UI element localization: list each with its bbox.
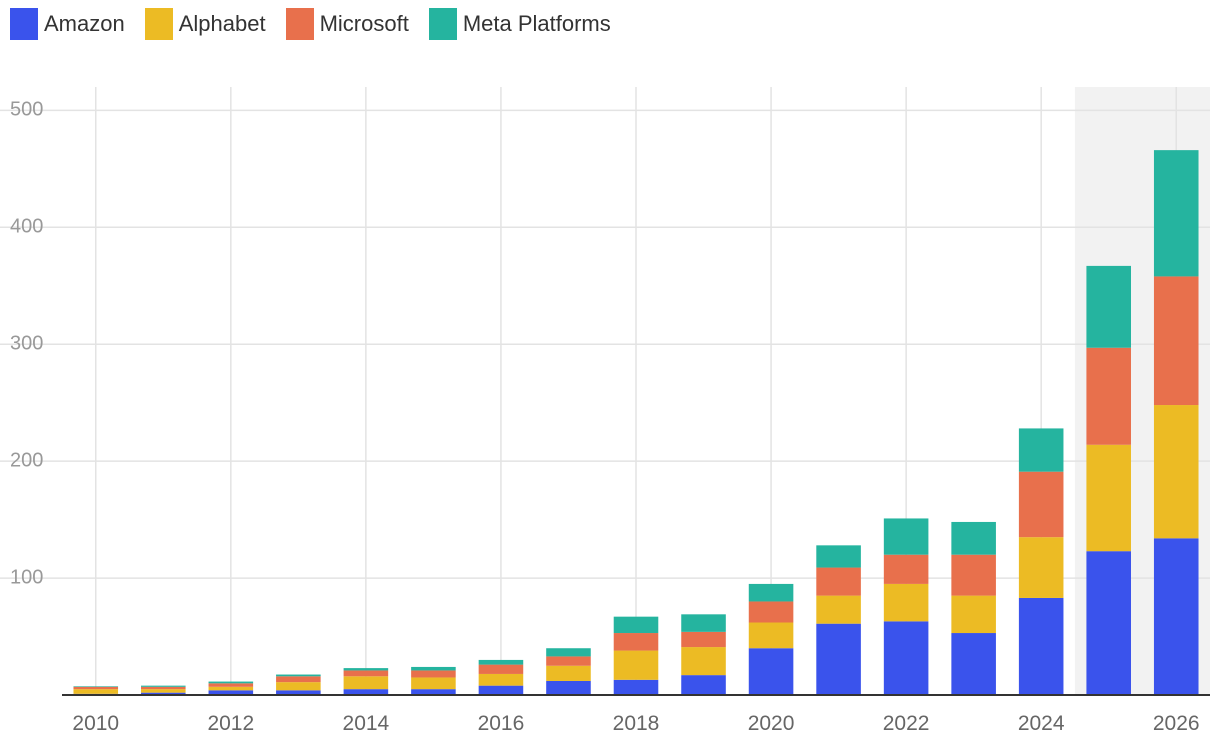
legend-item-meta-platforms[interactable]: Meta Platforms [428, 8, 611, 40]
x-tick-label: 2014 [343, 712, 390, 735]
x-tick-label: 2012 [207, 712, 254, 735]
bar-microsoft-2024[interactable] [1018, 471, 1064, 538]
bar-alphabet-2023[interactable] [951, 595, 996, 634]
y-tick-label: 400 [10, 216, 43, 238]
bar-meta-platforms-2012[interactable] [208, 681, 254, 684]
bar-meta-platforms-2026[interactable] [1153, 150, 1199, 277]
y-tick-label: 100 [10, 566, 43, 588]
bar-amazon-2025[interactable] [1086, 551, 1131, 695]
bar-amazon-2018[interactable] [613, 679, 659, 695]
bar-alphabet-2010[interactable] [73, 689, 119, 694]
legend-swatch [144, 8, 173, 40]
bar-microsoft-2015[interactable] [411, 670, 456, 678]
bar-amazon-2011[interactable] [141, 692, 186, 695]
bar-amazon-2020[interactable] [748, 648, 794, 695]
bar-microsoft-2020[interactable] [748, 601, 794, 623]
bar-alphabet-2017[interactable] [546, 665, 591, 681]
bar-amazon-2015[interactable] [411, 689, 456, 695]
bar-alphabet-2015[interactable] [411, 677, 456, 690]
bar-alphabet-2022[interactable] [883, 583, 929, 622]
bar-microsoft-2019[interactable] [681, 631, 726, 648]
bar-microsoft-2012[interactable] [208, 683, 254, 687]
legend-label: Amazon [44, 11, 125, 36]
bar-amazon-2024[interactable] [1018, 597, 1064, 695]
bar-microsoft-2013[interactable] [276, 676, 321, 683]
bar-alphabet-2013[interactable] [276, 682, 321, 691]
legend: Amazon Alphabet Microsoft Meta Platforms [10, 8, 631, 40]
y-tick-label: 500 [10, 99, 43, 121]
bar-alphabet-2021[interactable] [816, 595, 861, 624]
bar-amazon-2016[interactable] [478, 685, 524, 695]
bar-amazon-2017[interactable] [546, 680, 591, 695]
bar-microsoft-2025[interactable] [1086, 347, 1131, 445]
bar-microsoft-2016[interactable] [478, 664, 524, 674]
bar-meta-platforms-2020[interactable] [748, 583, 794, 602]
bar-meta-platforms-2025[interactable] [1086, 265, 1131, 348]
legend-swatch [285, 8, 314, 40]
bar-microsoft-2014[interactable] [343, 670, 389, 677]
x-tick-label: 2024 [1018, 712, 1065, 735]
bar-alphabet-2025[interactable] [1086, 444, 1131, 552]
bar-alphabet-2019[interactable] [681, 647, 726, 676]
bar-microsoft-2026[interactable] [1153, 276, 1199, 406]
bar-alphabet-2012[interactable] [208, 686, 254, 691]
legend-item-alphabet[interactable]: Alphabet [144, 8, 266, 40]
bar-microsoft-2023[interactable] [951, 554, 996, 596]
bar-meta-platforms-2011[interactable] [141, 685, 186, 687]
bar-amazon-2012[interactable] [208, 690, 254, 695]
bar-microsoft-2021[interactable] [816, 567, 861, 596]
bar-alphabet-2018[interactable] [613, 650, 659, 680]
bar-alphabet-2014[interactable] [343, 676, 389, 690]
bar-meta-platforms-2015[interactable] [411, 666, 456, 671]
bar-amazon-2013[interactable] [276, 690, 321, 695]
bar-meta-platforms-2023[interactable] [951, 521, 996, 555]
bar-meta-platforms-2014[interactable] [343, 668, 389, 671]
legend-swatch [428, 8, 457, 40]
x-tick-label: 2020 [748, 712, 795, 735]
x-tick-label: 2016 [478, 712, 525, 735]
x-tick-label: 2010 [72, 712, 119, 735]
bar-meta-platforms-2016[interactable] [478, 659, 524, 665]
y-tick-label: 300 [10, 333, 43, 355]
bar-meta-platforms-2017[interactable] [546, 648, 591, 657]
bar-meta-platforms-2021[interactable] [816, 545, 861, 568]
bar-microsoft-2017[interactable] [546, 656, 591, 666]
bar-meta-platforms-2013[interactable] [276, 674, 321, 677]
bar-microsoft-2010[interactable] [73, 686, 119, 690]
bar-alphabet-2024[interactable] [1018, 537, 1064, 598]
bar-meta-platforms-2024[interactable] [1018, 428, 1064, 472]
legend-item-amazon[interactable]: Amazon [10, 8, 125, 40]
bar-meta-platforms-2010[interactable] [73, 686, 119, 687]
bar-amazon-2022[interactable] [883, 621, 929, 695]
bar-alphabet-2011[interactable] [141, 689, 186, 693]
y-tick-label: 200 [10, 449, 43, 471]
bar-meta-platforms-2022[interactable] [883, 518, 929, 555]
bar-amazon-2021[interactable] [816, 623, 861, 695]
legend-swatch [10, 8, 38, 40]
x-tick-label: 2022 [883, 712, 930, 735]
bar-microsoft-2018[interactable] [613, 633, 659, 651]
legend-label: Meta Platforms [462, 11, 611, 36]
bar-alphabet-2020[interactable] [748, 622, 794, 649]
bar-amazon-2023[interactable] [951, 633, 996, 695]
bar-alphabet-2026[interactable] [1153, 405, 1199, 539]
bar-microsoft-2022[interactable] [883, 554, 929, 584]
legend-label: Alphabet [178, 11, 266, 36]
x-tick-label: 2018 [613, 712, 660, 735]
legend-label: Microsoft [319, 11, 409, 36]
bar-meta-platforms-2018[interactable] [613, 616, 659, 634]
bar-alphabet-2016[interactable] [478, 673, 524, 686]
bar-microsoft-2011[interactable] [141, 686, 186, 690]
bar-meta-platforms-2019[interactable] [681, 614, 726, 632]
bar-amazon-2026[interactable] [1153, 538, 1199, 695]
bar-amazon-2014[interactable] [343, 689, 389, 695]
bar-amazon-2019[interactable] [681, 675, 726, 695]
legend-item-microsoft[interactable]: Microsoft [285, 8, 409, 40]
x-tick-label: 2026 [1153, 712, 1200, 735]
